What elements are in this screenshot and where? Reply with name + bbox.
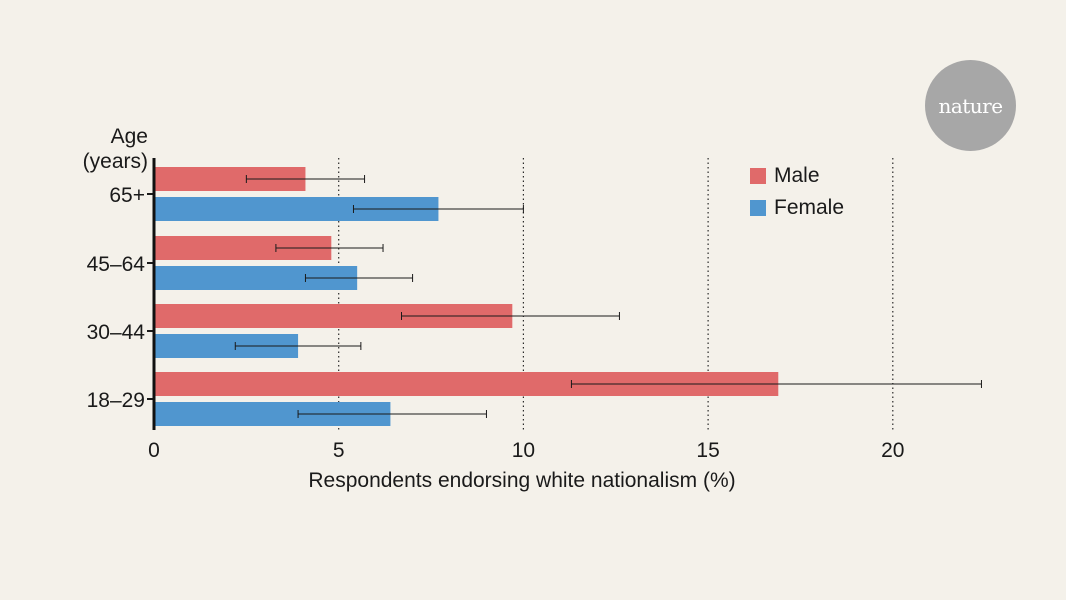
y-axis-label-line-0: Age <box>111 125 148 148</box>
x-tick-label-20: 20 <box>881 439 904 462</box>
nature-logo: nature <box>925 60 1016 151</box>
legend-swatch-male <box>750 168 766 184</box>
logo-text: nature <box>938 93 1003 118</box>
y-tick-label-1: 45–64 <box>87 253 146 276</box>
x-axis-label: Respondents endorsing white nationalism … <box>308 469 735 492</box>
x-tick-label-10: 10 <box>512 439 535 462</box>
y-tick-label-2: 30–44 <box>87 321 146 344</box>
legend: Male Female <box>750 160 844 224</box>
legend-item-female: Female <box>750 192 844 224</box>
legend-swatch-female <box>750 200 766 216</box>
x-tick-label-5: 5 <box>333 439 345 462</box>
y-axis-label-line-1: (years) <box>83 150 148 173</box>
legend-label-female: Female <box>774 196 845 219</box>
legend-item-male: Male <box>750 160 844 192</box>
x-tick-label-0: 0 <box>148 439 160 462</box>
y-tick-label-3: 18–29 <box>87 389 145 412</box>
y-tick-label-0: 65+ <box>109 184 145 207</box>
legend-label-male: Male <box>774 164 820 187</box>
x-tick-label-15: 15 <box>696 439 719 462</box>
